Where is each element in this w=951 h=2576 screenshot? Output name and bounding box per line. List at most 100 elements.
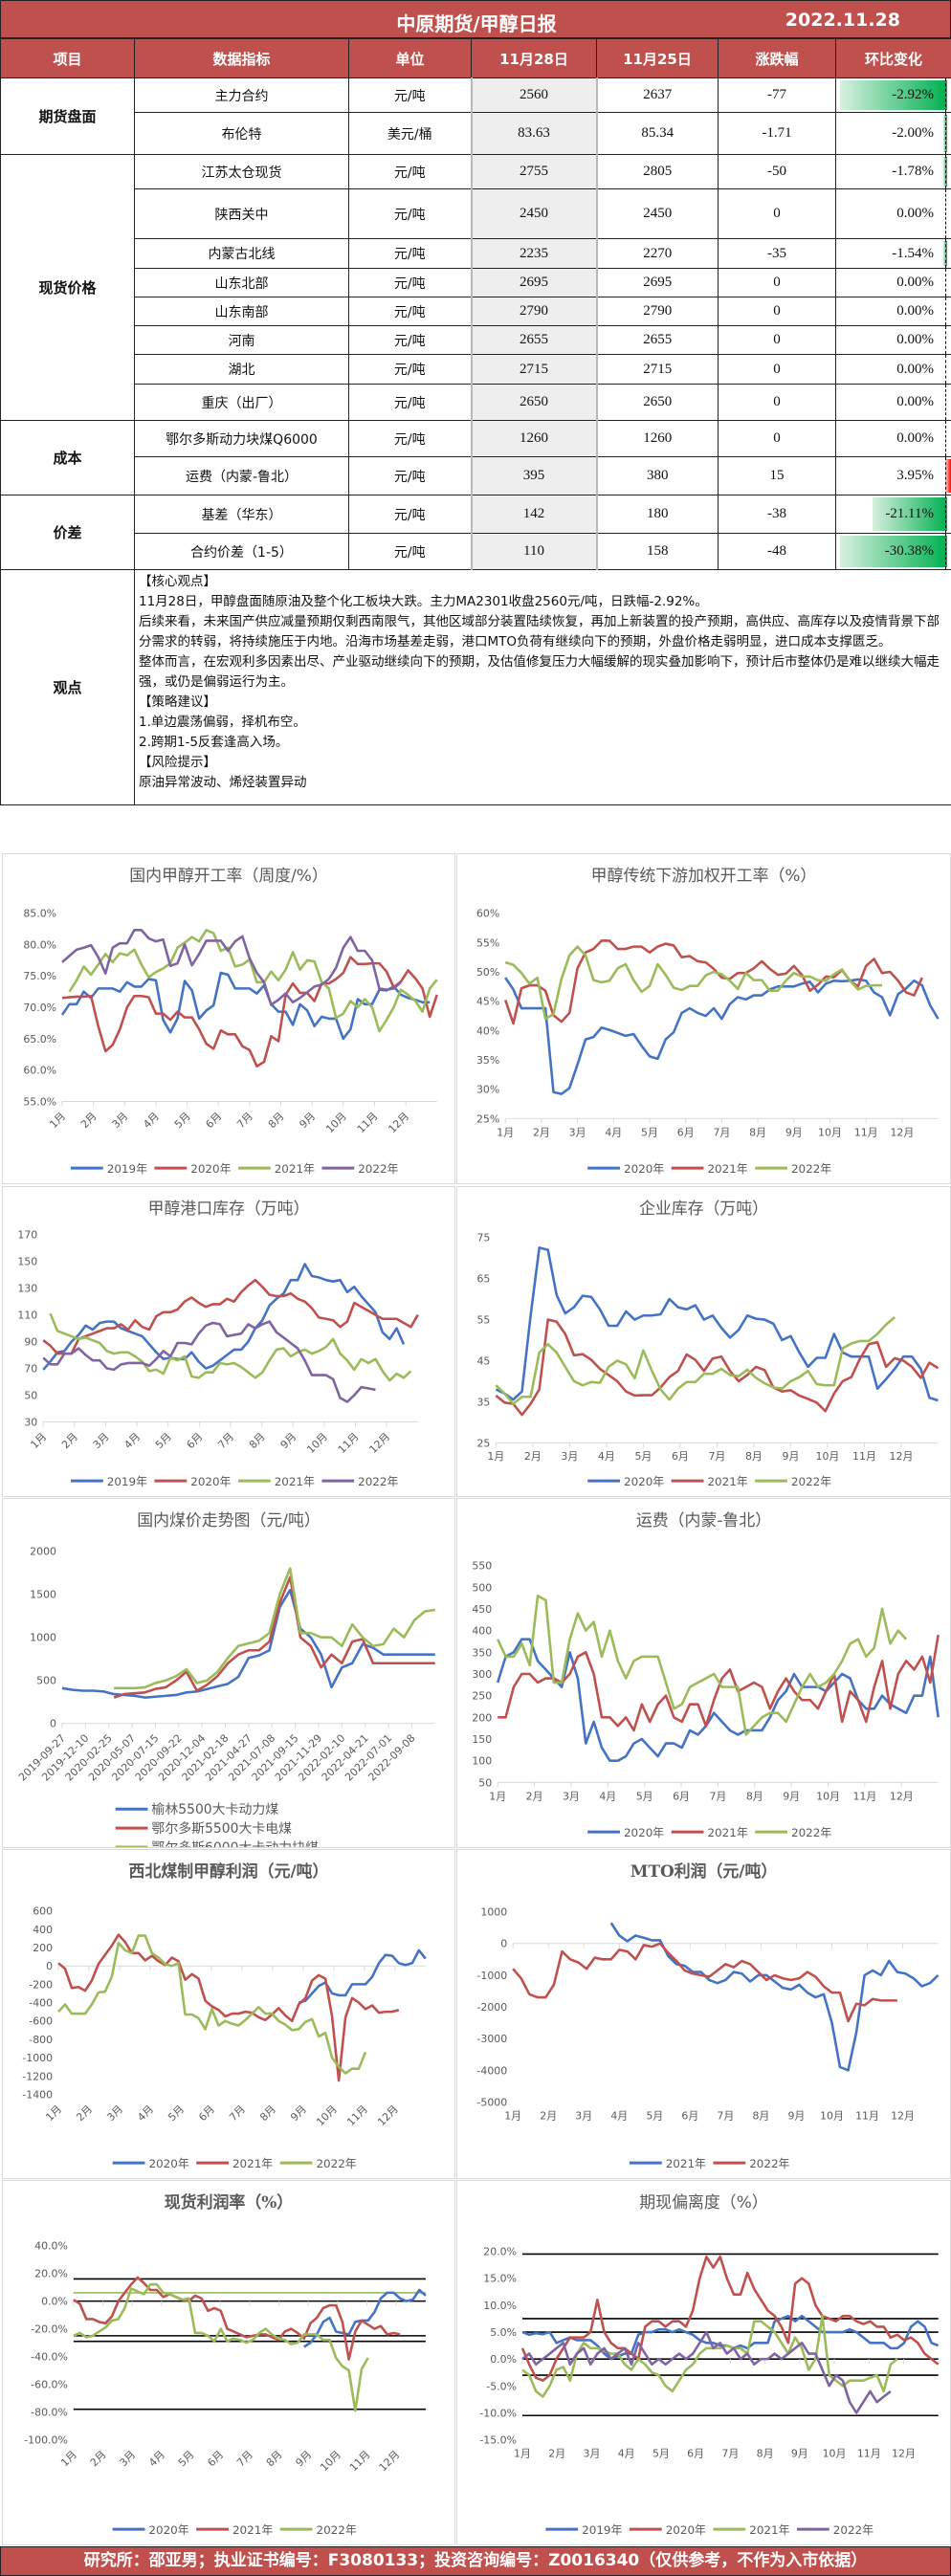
- today-value: 2655: [470, 325, 598, 355]
- prev-value: 180: [596, 495, 719, 534]
- legend-label: 2021年: [707, 1162, 747, 1176]
- pct-change-cell: -2.92%: [835, 77, 951, 113]
- x-tick-label: 6月: [185, 1430, 206, 1451]
- table-row: 成本 鄂尔多斯动力块煤Q6000 元/吨 1260 1260 0 0.00%: [0, 420, 951, 495]
- x-tick-label: 8月: [757, 2447, 774, 2459]
- legend-label: 2020年: [190, 1475, 231, 1488]
- x-tick-label: 9月: [783, 1790, 800, 1802]
- y-tick-label: -40.0%: [31, 2351, 68, 2364]
- chart-svg: 期现偏离度（%） -15.0% -10.0% -5.0% 0.0% 5.0% 10.0% 15…: [479, 2192, 940, 2537]
- prev-value: 158: [596, 533, 719, 570]
- pct-change-cell: 0.00%: [835, 384, 951, 421]
- x-tick-label: 8月: [746, 1790, 763, 1802]
- indicator-name: 布伦特: [134, 112, 349, 155]
- pct-text: -2.92%: [892, 87, 934, 102]
- pct-text: 0.00%: [896, 275, 934, 290]
- x-tick-label: 1月: [58, 2448, 79, 2469]
- view-line: 原油异常波动、烯烃装置异动: [139, 775, 307, 790]
- today-value: 2790: [470, 297, 598, 326]
- chart-panel: 西北煤制甲醇利润（元/吨） -1400 -1200 -1000 -800 -600 -400…: [2, 1849, 455, 2179]
- data-bar: [945, 459, 951, 493]
- col-header: 环比变化: [835, 38, 951, 78]
- y-tick-label: 170: [17, 1229, 37, 1242]
- legend-label: 2021年: [707, 1826, 747, 1839]
- legend-label: 鄂尔多斯5500大卡电煤: [151, 1820, 292, 1837]
- y-tick-label: 0: [46, 1960, 53, 1972]
- view-text: 【核心观点】 11月28日，甲醇盘面随原油及整个化工板块大跌。主力MA2301收盘…: [134, 569, 951, 805]
- price-table: 项目 数据指标 单位 11月28日 11月25日 涨跌幅 环比变化 期货盘面 主力…: [0, 38, 951, 805]
- chart-title: 现货利润率（%）: [165, 2192, 293, 2212]
- pct-text: 0.00%: [896, 332, 934, 347]
- x-tick-label: 9月: [293, 2448, 314, 2469]
- chart-panel: 甲醇港口库存（万吨） 30 50 70 90 110 130 150 170 1月 2月 3月 4月 5月…: [2, 1186, 455, 1497]
- pct-change-cell: 3.95%: [835, 456, 951, 495]
- view-line: 1.单边震荡偏弱，择机布空。: [139, 715, 306, 730]
- y-tick-label: 600: [33, 1905, 53, 1918]
- change-value: -38: [718, 495, 836, 534]
- pct-text: 0.00%: [896, 430, 934, 446]
- x-tick-label: 9月: [297, 1110, 318, 1131]
- legend-label: 2022年: [358, 1162, 398, 1176]
- axis-line: [945, 78, 946, 112]
- y-tick-label: 150: [472, 1733, 492, 1746]
- chart-panel: 国内甲醇开工率（周度/%） 55.0% 60.0% 65.0% 70.0% 75.0% 80…: [2, 853, 455, 1184]
- prev-value: 85.34: [596, 112, 719, 155]
- x-tick-label: 2月: [59, 1430, 80, 1451]
- x-tick-label: 10月: [818, 1126, 842, 1138]
- y-tick-label: 0: [50, 1718, 56, 1730]
- col-header: 数据指标: [134, 38, 349, 78]
- legend-label: 2021年: [666, 2157, 706, 2170]
- table-row: 湖北 元/吨 2715 2715 0 0.00%: [1, 354, 951, 385]
- y-tick-label: 70.0%: [23, 1002, 56, 1014]
- legend-label: 2020年: [666, 2523, 706, 2537]
- axis-line: [945, 495, 946, 533]
- legend-label: 2019年: [107, 1162, 147, 1176]
- legend-label: 2022年: [358, 1475, 398, 1488]
- change-value: 0: [718, 354, 836, 385]
- indicator-name: 江苏太仓现货: [134, 154, 349, 189]
- pct-change-cell: -21.11%: [835, 495, 951, 534]
- x-tick-label: 5月: [641, 1126, 658, 1138]
- x-tick-label: 1月: [489, 1790, 506, 1802]
- change-value: 0: [718, 420, 836, 457]
- x-tick-label: 9月: [791, 2447, 808, 2459]
- y-tick-label: 50: [478, 1776, 492, 1789]
- x-tick-label: 4月: [618, 2447, 635, 2459]
- table-row: 陕西关中 元/吨 2450 2450 0 0.00%: [1, 188, 951, 239]
- y-tick-label: 450: [472, 1603, 492, 1616]
- y-tick-label: -1000: [22, 2052, 53, 2064]
- view-line: 后续来看，未来国产供应减量预期仅剩西南限气，其他区域部分装置陆续恢复，再加上新装…: [139, 614, 940, 650]
- axis-line: [945, 534, 946, 569]
- category-cell: 观点: [0, 569, 135, 805]
- x-tick-label: 2月: [524, 1450, 542, 1463]
- legend-label: 2021年: [275, 1475, 315, 1488]
- chart-svg: 现货利润率（%） -100.0% -80.0% -60.0% -40.0% -20.0% 0…: [24, 2192, 427, 2537]
- change-value: -50: [718, 154, 836, 189]
- x-tick-label: 3月: [561, 1450, 578, 1463]
- x-tick-label: 5月: [166, 2103, 187, 2124]
- x-tick-label: 6月: [687, 2447, 704, 2459]
- report-title: 中原期货/甲醇日报: [396, 12, 557, 35]
- x-tick-label: 10月: [823, 2447, 847, 2459]
- legend-label: 2022年: [791, 1475, 831, 1488]
- y-tick-label: 65: [476, 1273, 490, 1286]
- indicator-name: 山东北部: [134, 268, 349, 297]
- y-tick-label: 25%: [476, 1112, 499, 1125]
- x-tick-label: 6月: [677, 1126, 695, 1138]
- series-line: [495, 1318, 940, 1417]
- chart-svg: MTO利润（元/吨） -5000 -4000 -3000 -2000 -1000 0 1000…: [476, 1861, 940, 2170]
- x-tick-label: 5月: [646, 2109, 663, 2122]
- x-tick-label: 12月: [366, 1430, 392, 1456]
- category-cell: 价差: [0, 495, 135, 570]
- change-value: 15: [718, 456, 836, 495]
- series-line: [113, 1575, 435, 1699]
- x-tick-label: 3月: [569, 1126, 586, 1138]
- x-tick-label: 5月: [634, 1450, 652, 1463]
- legend-label: 2022年: [791, 1162, 831, 1176]
- change-value: 0: [718, 297, 836, 326]
- chart-svg: 运费（内蒙-鲁北） 50 100 150 200 250 300 350 400 450 500 55…: [472, 1510, 940, 1839]
- y-tick-label: 55.0%: [23, 1095, 56, 1108]
- y-tick-label: 60%: [476, 908, 499, 920]
- y-tick-label: -15.0%: [479, 2434, 517, 2447]
- table-header-row: 项目 数据指标 单位 11月28日 11月25日 涨跌幅 环比变化: [0, 38, 951, 78]
